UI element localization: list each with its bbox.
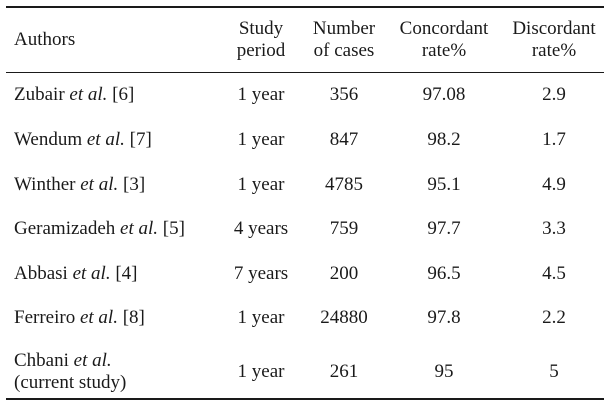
cases-cell: 847 xyxy=(329,129,359,151)
author-cell: Geramizadeh et al. [5] xyxy=(6,207,218,252)
discordant-rate-cell: 3.3 xyxy=(542,218,566,240)
header-number-of-cases: Number of cases xyxy=(304,8,384,72)
author-ref: [6] xyxy=(112,84,135,105)
header-authors-line-1: Authors xyxy=(14,29,76,50)
table-bottom-rule xyxy=(6,398,604,400)
discordant-rate-cell: 4.9 xyxy=(542,173,566,195)
cases-cell: 4785 xyxy=(325,173,363,195)
table-header-rule xyxy=(6,72,604,73)
author-ref: [3] xyxy=(123,173,146,195)
cases-cell: 261 xyxy=(329,360,359,382)
concordant-rate-cell: 97.08 xyxy=(422,84,466,105)
discordant-rate-cell: 4.5 xyxy=(542,262,566,284)
header-study-period: Study period xyxy=(218,8,304,72)
cases-cell: 759 xyxy=(329,218,359,240)
author-etal: et al. xyxy=(86,129,125,151)
author-cell: Winther et al. [3] xyxy=(6,163,218,208)
author-name: Geramizadeh xyxy=(14,218,116,240)
study-period-cell: 1 year xyxy=(237,360,285,382)
author-ref: (current study) xyxy=(14,371,127,393)
study-period-cell: 7 years xyxy=(233,262,289,284)
author-etal: et al. xyxy=(79,307,118,329)
study-period-cell: 1 year xyxy=(237,129,285,151)
discordant-rate-cell: 1.7 xyxy=(542,129,566,151)
study-period-cell: 4 years xyxy=(233,218,289,240)
concordant-rate-cell: 95.1 xyxy=(427,173,461,195)
author-name: Wendum xyxy=(14,129,83,151)
concordant-rate-cell: 98.2 xyxy=(427,129,461,151)
author-name: Winther xyxy=(14,173,76,195)
author-name: Chbani xyxy=(14,349,69,371)
table-top-rule xyxy=(6,6,604,8)
table-row: Chbani et al. (current study) 1 year 261… xyxy=(6,341,604,403)
author-name: Ferreiro xyxy=(14,307,76,329)
table-row: Ferreiro et al. [8] 1 year 24880 97.8 2.… xyxy=(6,296,604,341)
author-ref: [7] xyxy=(129,129,152,151)
author-ref: [8] xyxy=(122,307,145,329)
study-period-cell: 1 year xyxy=(237,173,285,195)
comparison-table: Authors Study period Number of cases Con… xyxy=(6,8,604,403)
header-concordant-rate-line-1: Concordant xyxy=(399,18,489,39)
concordant-rate-cell: 96.5 xyxy=(427,262,461,284)
header-discordant-rate-line-2: rate% xyxy=(531,40,577,61)
author-cell: Wendum et al. [7] xyxy=(6,118,218,163)
author-name: Abbasi xyxy=(14,262,68,284)
table-body: Zubair et al. [6] 1 year 356 97.08 2.9 W… xyxy=(6,72,604,403)
author-name: Zubair xyxy=(14,84,65,105)
study-period-cell: 1 year xyxy=(237,84,285,105)
table-row: Abbasi et al. [4] 7 years 200 96.5 4.5 xyxy=(6,252,604,297)
table-row: Wendum et al. [7] 1 year 847 98.2 1.7 xyxy=(6,118,604,163)
author-etal: et al. xyxy=(120,218,159,240)
author-line-1: Chbani et al. xyxy=(14,350,218,372)
author-ref: [4] xyxy=(115,262,138,284)
header-number-of-cases-line-1: Number xyxy=(312,18,376,39)
table-row: Zubair et al. [6] 1 year 356 97.08 2.9 xyxy=(6,72,604,118)
author-etal: et al. xyxy=(69,84,108,105)
author-ref: [5] xyxy=(162,218,185,240)
study-period-cell: 1 year xyxy=(237,307,285,329)
header-concordant-rate-line-2: rate% xyxy=(421,40,467,61)
cases-cell: 24880 xyxy=(320,307,368,329)
discordant-rate-cell: 5 xyxy=(549,360,559,382)
author-etal: et al. xyxy=(80,173,119,195)
header-number-of-cases-line-2: of cases xyxy=(313,40,375,61)
author-etal: et al. xyxy=(73,349,112,371)
discordant-rate-cell: 2.2 xyxy=(542,307,566,329)
concordant-rate-cell: 97.8 xyxy=(427,307,461,329)
table-row: Geramizadeh et al. [5] 4 years 759 97.7 … xyxy=(6,207,604,252)
header-study-period-line-1: Study xyxy=(238,18,284,39)
author-cell: Zubair et al. [6] xyxy=(6,72,218,118)
header-discordant-rate: Discordant rate% xyxy=(504,8,604,72)
discordant-rate-cell: 2.9 xyxy=(542,84,566,105)
header-concordant-rate: Concordant rate% xyxy=(384,8,504,72)
concordant-rate-cell: 97.7 xyxy=(427,218,461,240)
author-cell: Abbasi et al. [4] xyxy=(6,252,218,297)
author-cell: Ferreiro et al. [8] xyxy=(6,296,218,341)
header-discordant-rate-line-1: Discordant xyxy=(512,18,596,39)
author-cell: Chbani et al. (current study) xyxy=(6,341,218,403)
cases-cell: 200 xyxy=(329,262,359,284)
author-etal: et al. xyxy=(72,262,111,284)
concordant-rate-cell: 95 xyxy=(434,360,454,382)
cases-cell: 356 xyxy=(329,84,359,105)
header-row: Authors Study period Number of cases Con… xyxy=(6,8,604,72)
table-row: Winther et al. [3] 1 year 4785 95.1 4.9 xyxy=(6,163,604,208)
table-header: Authors Study period Number of cases Con… xyxy=(6,8,604,72)
header-study-period-line-2: period xyxy=(236,40,286,61)
header-authors: Authors xyxy=(6,8,218,72)
